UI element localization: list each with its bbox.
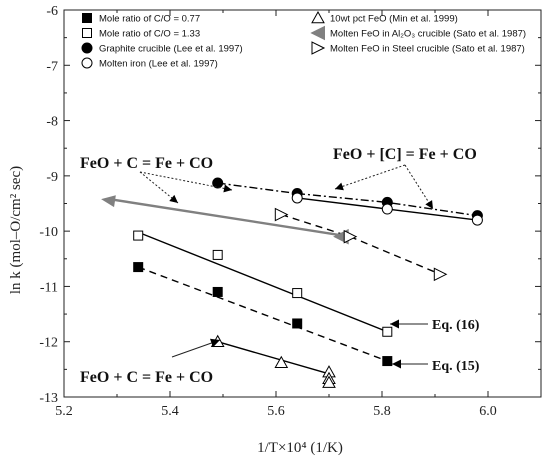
reaction-arrow-ur-1-head — [335, 182, 344, 191]
legend-marker — [81, 57, 93, 69]
y-tick-label: -12 — [39, 336, 58, 351]
reaction-arrow-ur-2 — [404, 164, 434, 210]
y-tick-label: -11 — [40, 280, 58, 295]
y-tick-label: -9 — [46, 170, 58, 185]
data-point — [212, 249, 223, 260]
x-tick-label: 5.2 — [55, 404, 73, 419]
legend-label: Graphite crucible (Lee et al. 1997) — [99, 44, 243, 55]
axis-ticks: 5.2 5.4 5.6 5.8 6.0 -6 -7 -8 -9 -10 -11 -12 -13 — [39, 4, 541, 419]
eq15-arrow-head — [392, 359, 401, 369]
legend-marker — [310, 25, 325, 41]
data-point — [382, 356, 393, 367]
data-point — [291, 192, 303, 204]
legend-label: Molten iron (Lee et al. 1997) — [99, 59, 218, 70]
series-line-6 — [281, 213, 441, 275]
eq15-label: Eq. (15) — [432, 359, 480, 374]
series-line-4 — [217, 341, 330, 375]
data-point — [133, 230, 144, 241]
reaction-label-lower-left: FeO + C = Fe + CO — [80, 369, 213, 386]
reaction-label-upper-left: FeO + C = Fe + CO — [80, 155, 213, 172]
legend-marker — [81, 42, 93, 54]
reaction-arrow-ul-1 — [139, 171, 179, 204]
data-point — [343, 229, 358, 244]
data-point — [381, 203, 393, 215]
legend-marker — [311, 41, 326, 55]
series-lines — [101, 182, 478, 375]
legend-label: Molten FeO in Steel crucible (Sato et al… — [330, 44, 525, 55]
data-point — [212, 286, 223, 297]
legend-label: Mole ratio of C/O = 0.77 — [99, 14, 200, 25]
series-line-2 — [217, 182, 478, 217]
data-markers — [133, 177, 483, 388]
y-tick-label: -10 — [39, 225, 58, 240]
legend-marker — [82, 13, 92, 23]
eq16-arrow-head — [390, 319, 399, 329]
x-tick-label: 6.0 — [479, 404, 497, 419]
y-tick-label: -8 — [46, 115, 58, 130]
reaction-arrow-ur-1 — [334, 164, 406, 190]
legend-label: Mole ratio of C/O = 1.33 — [99, 29, 200, 40]
fit-line-0 — [137, 266, 388, 362]
reaction-arrow-ur-2-head — [425, 200, 433, 209]
legend-marker — [311, 10, 325, 24]
reaction-arrow-ll-head — [210, 338, 220, 348]
x-tick-label: 5.4 — [161, 404, 179, 419]
y-tick-label: -7 — [46, 59, 58, 74]
data-point — [292, 288, 303, 299]
eq16-label: Eq. (16) — [432, 318, 480, 333]
data-point — [212, 177, 224, 189]
sato-al2o3-arrow-head — [101, 195, 116, 208]
data-point — [133, 262, 144, 273]
fit-line-1 — [137, 231, 388, 333]
reaction-arrow-ul-2-head — [223, 184, 232, 193]
legend: Mole ratio of C/O = 0.77 Mole ratio of C/… — [81, 10, 526, 70]
data-point — [382, 326, 393, 337]
y-tick-label: -13 — [39, 391, 58, 406]
data-point — [274, 355, 289, 369]
data-point — [322, 375, 336, 388]
sato-al2o3-arrow-line — [108, 197, 351, 238]
data-point — [471, 214, 483, 226]
y-tick-label: -6 — [46, 4, 58, 19]
x-axis-label: 1/T×10⁴ (1/K) — [257, 440, 343, 456]
x-tick-label: 5.8 — [373, 404, 391, 419]
x-tick-label: 5.6 — [267, 404, 285, 419]
legend-label: 10wt pct FeO (Min et al. 1999) — [330, 14, 458, 25]
legend-marker — [82, 28, 92, 38]
legend-label: Molten FeO in Al₂O₃ crucible (Sato et al… — [330, 29, 526, 40]
data-point — [292, 318, 303, 329]
y-axis-label: ln k (mol–O/cm² sec) — [8, 166, 24, 294]
data-point — [433, 267, 448, 282]
annotations: FeO + C = Fe + CO FeO + [C] = Fe + CO FeO … — [80, 146, 480, 386]
data-point — [274, 207, 289, 222]
reaction-arrow-ul-1-head — [169, 194, 178, 203]
reaction-label-upper-right: FeO + [C] = Fe + CO — [333, 146, 477, 163]
